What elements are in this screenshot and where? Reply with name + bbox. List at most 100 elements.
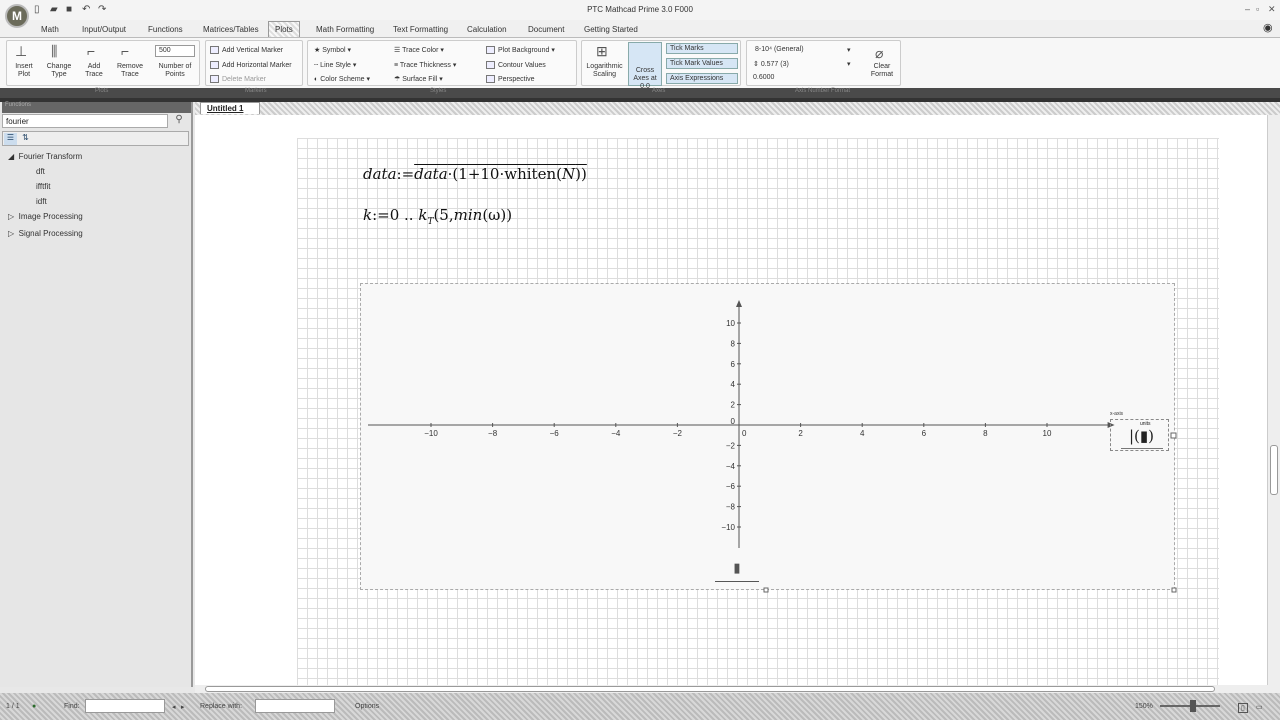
axis-expressions-toggle[interactable]: Axis Expressions bbox=[666, 73, 738, 84]
tab-input-output[interactable]: Input/Output bbox=[82, 25, 127, 34]
page-view-icon[interactable]: ▯ bbox=[1238, 703, 1248, 713]
restore-icon[interactable]: ▫ bbox=[1256, 4, 1260, 14]
delete-marker-button[interactable]: Delete Marker bbox=[210, 75, 266, 83]
redo-icon[interactable]: ↷ bbox=[98, 4, 107, 15]
close-icon[interactable]: ✕ bbox=[1268, 4, 1276, 14]
vertical-scrollbar[interactable] bbox=[1267, 115, 1280, 685]
tab-math[interactable]: Math bbox=[41, 25, 59, 34]
trace-thickness-dropdown[interactable]: ≡ Trace Thickness ▾ bbox=[394, 62, 457, 69]
units-placeholder[interactable]: |(▮) bbox=[1129, 427, 1155, 445]
clear-format-button[interactable]: Clear Format bbox=[870, 63, 894, 78]
surface-fill-dropdown[interactable]: ☂ Surface Fill ▾ bbox=[394, 76, 443, 83]
tree-item-idft[interactable]: idft bbox=[36, 197, 47, 206]
x-tick-label: 8 bbox=[983, 429, 988, 438]
trace-color-dropdown[interactable]: ☰ Trace Color ▾ bbox=[394, 47, 444, 54]
search-icon[interactable]: ⚲ bbox=[175, 114, 183, 125]
change-type-button[interactable]: Change Type bbox=[46, 63, 72, 78]
function: min bbox=[453, 206, 483, 224]
status-bar: 1 / 1 ● Find: ◂ ▸ Replace with: Options … bbox=[0, 693, 1280, 720]
logarithmic-icon: ⊞ bbox=[596, 43, 608, 59]
group-label: Axes bbox=[652, 88, 666, 94]
tree-item-signal-processing[interactable]: ▷ Signal Processing bbox=[8, 229, 83, 238]
ribbon-group-labels: Plots Markers Styles Axes Axis Number Fo… bbox=[0, 88, 1280, 98]
y-tick-label: −10 bbox=[721, 523, 735, 532]
y-axis-expression-placeholder[interactable]: ▮ bbox=[715, 560, 759, 582]
scroll-thumb[interactable] bbox=[205, 686, 1215, 692]
label: 0.577 (3) bbox=[760, 61, 789, 68]
open-icon[interactable]: ▰ bbox=[50, 4, 58, 15]
remove-trace-button[interactable]: Remove Trace bbox=[116, 63, 144, 78]
perspective-button[interactable]: Perspective bbox=[486, 75, 535, 83]
tab-calculation[interactable]: Calculation bbox=[467, 25, 507, 34]
label: Trace Color bbox=[402, 47, 439, 54]
tree-item-image-processing[interactable]: ▷ Image Processing bbox=[8, 212, 83, 221]
undo-icon[interactable]: ↶ bbox=[82, 4, 91, 15]
document-tab[interactable]: Untitled 1 bbox=[200, 102, 260, 114]
logarithmic-scaling-button[interactable]: Logarithmic Scaling bbox=[586, 63, 623, 78]
xy-plot-region[interactable] bbox=[360, 283, 1175, 590]
expression: 0 .. bbox=[389, 206, 419, 224]
function-search-input[interactable]: fourier bbox=[2, 114, 168, 128]
save-icon[interactable]: ■ bbox=[66, 4, 73, 15]
zoom-slider-thumb[interactable] bbox=[1190, 700, 1196, 712]
expression: (5, bbox=[433, 206, 454, 224]
tick-marks-toggle[interactable]: Tick Marks bbox=[666, 43, 738, 54]
symbol-dropdown[interactable]: ★ Symbol ▾ bbox=[314, 47, 352, 54]
tab-plots[interactable]: Plots bbox=[268, 21, 300, 37]
tab-matrices-tables[interactable]: Matrices/Tables bbox=[203, 25, 259, 34]
line-style-dropdown[interactable]: ┄ Line Style ▾ bbox=[314, 62, 357, 69]
draft-view-icon[interactable]: ▭ bbox=[1256, 704, 1263, 711]
tree-item-dft[interactable]: dft bbox=[36, 167, 45, 176]
tree-item-fourier-transform[interactable]: ◢ Fourier Transform bbox=[8, 152, 83, 161]
horizontal-scrollbar[interactable] bbox=[195, 685, 1280, 693]
insert-plot-button[interactable]: Insert Plot bbox=[15, 63, 33, 78]
sort-alphabetical-icon[interactable]: ⇅ bbox=[22, 133, 29, 142]
y-tick-label: 2 bbox=[731, 401, 736, 410]
find-input[interactable] bbox=[85, 699, 165, 713]
tab-math-formatting[interactable]: Math Formatting bbox=[316, 25, 375, 34]
tab-getting-started[interactable]: Getting Started bbox=[584, 25, 638, 34]
precision-dropdown[interactable]: ⇕ 0.577 (3) ▾ bbox=[753, 61, 851, 68]
help-icon[interactable]: ◉ bbox=[1263, 22, 1273, 34]
tick-mark-values-toggle[interactable]: Tick Mark Values bbox=[666, 58, 738, 69]
add-horizontal-marker-button[interactable]: Add Horizontal Marker bbox=[210, 61, 292, 69]
plot-background-dropdown[interactable]: Plot Background ▾ bbox=[486, 46, 555, 55]
number-format-dropdown[interactable]: 8-10⁴ (General) ▾ bbox=[755, 46, 851, 54]
tab-document[interactable]: Document bbox=[528, 25, 565, 34]
label: Symbol bbox=[322, 47, 346, 54]
add-vertical-marker-button[interactable]: Add Vertical Marker bbox=[210, 46, 283, 54]
contour-values-button[interactable]: Contour Values bbox=[486, 61, 546, 69]
replace-input[interactable] bbox=[255, 699, 335, 713]
resize-handle bbox=[1170, 432, 1177, 439]
markers-group: Add Vertical Marker Add Horizontal Marke… bbox=[205, 40, 303, 86]
ribbon: ⊥ Insert Plot ⫼ Change Type ⌐ Add Trace … bbox=[0, 38, 1280, 90]
x-tick-label: 2 bbox=[798, 429, 803, 438]
axes-group: ⊞ Logarithmic Scaling Cross Axes at 0,0 … bbox=[581, 40, 741, 90]
number-of-points-select[interactable]: 500 bbox=[155, 45, 195, 57]
math-region-k[interactable]: k:=0 .. kT(5,min(ω)) bbox=[363, 206, 512, 227]
eraser-icon: ⌀ bbox=[875, 45, 884, 61]
label: Add Vertical Marker bbox=[222, 46, 284, 54]
y-tick-label: −2 bbox=[726, 441, 736, 450]
color-scheme-dropdown[interactable]: ◐ Color Scheme ▾ bbox=[314, 76, 371, 83]
tab-functions[interactable]: Functions bbox=[148, 25, 183, 34]
new-icon[interactable]: ▯ bbox=[34, 4, 40, 15]
tab-text-formatting[interactable]: Text Formatting bbox=[393, 25, 449, 34]
x-axis-expression-placeholder[interactable]: units |(▮) bbox=[1110, 419, 1169, 451]
y-tick-label: 0 bbox=[731, 417, 736, 426]
options-button[interactable]: Options bbox=[355, 703, 380, 710]
cross-axes-button[interactable]: Cross Axes at 0,0 bbox=[628, 42, 662, 90]
find-prev-icon[interactable]: ◂ bbox=[172, 704, 176, 711]
math-region-data[interactable]: data:=data·(1+10·whiten(N)) bbox=[363, 165, 587, 183]
tree-item-ifftfit[interactable]: ifftfit bbox=[36, 182, 51, 191]
scroll-thumb[interactable] bbox=[1270, 445, 1278, 495]
label: 8-10⁴ (General) bbox=[755, 46, 804, 53]
app-logo[interactable]: M bbox=[5, 4, 29, 28]
minimize-icon[interactable]: – bbox=[1245, 4, 1251, 14]
find-next-icon[interactable]: ▸ bbox=[181, 704, 185, 711]
add-trace-button[interactable]: Add Trace bbox=[85, 63, 103, 78]
sort-by-category-icon[interactable]: ☰ bbox=[4, 133, 17, 145]
y-tick-label: 8 bbox=[731, 339, 736, 348]
x-axis-arrow bbox=[1107, 422, 1115, 428]
